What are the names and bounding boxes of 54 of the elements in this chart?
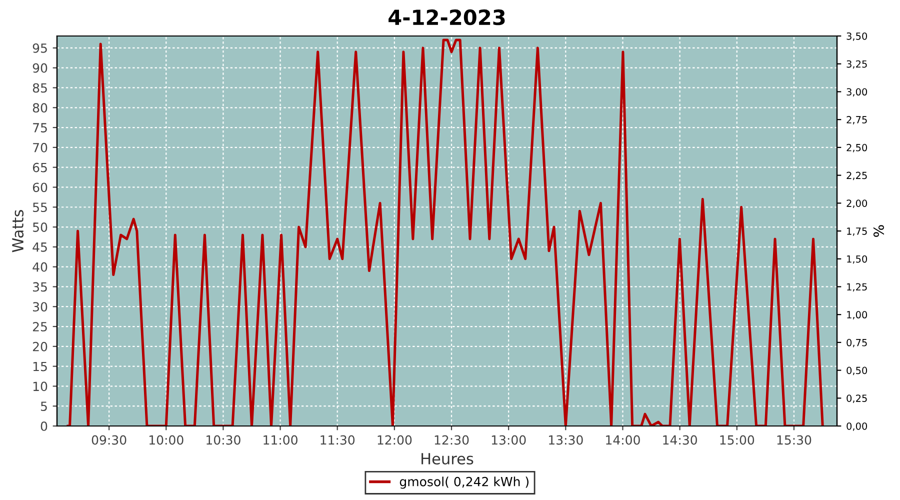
x-tick-label: 13:30 — [549, 435, 583, 445]
legend-label: gmosol( 0,242 kWh ) — [400, 476, 528, 489]
y2-tick-label: 3,00 — [846, 88, 868, 97]
y2-tick-label: 1,00 — [847, 311, 868, 320]
y-tick-label: 70 — [33, 142, 48, 152]
y2-tick-label: 1,75 — [847, 228, 867, 236]
y2-tick-label: 2,25 — [846, 172, 867, 180]
y-tick-label: 45 — [32, 242, 47, 252]
y2-tick-label: 0,00 — [846, 422, 868, 431]
x-tick-label: 15:00 — [720, 435, 754, 445]
y2-tick-label: 1,50 — [847, 255, 868, 264]
y2-tick-label: 0,25 — [846, 394, 867, 403]
y2-tick-label: 3,50 — [846, 32, 868, 41]
y-tick-label: 40 — [32, 262, 48, 272]
x-tick-label: 14:00 — [606, 435, 640, 445]
y-tick-label: 50 — [33, 222, 48, 232]
y-tick-label: 85 — [32, 83, 47, 93]
y2-tick-label: 1,25 — [847, 283, 867, 292]
y2-tick-label: 2,50 — [846, 144, 868, 152]
x-tick-label: 15:30 — [777, 435, 812, 445]
chart-title: 4-12-2023 — [388, 9, 505, 26]
x-tick-label: 10:30 — [206, 435, 240, 445]
y-tick-label: 25 — [32, 322, 47, 332]
y-tick-label: 90 — [32, 63, 48, 73]
x-tick-label: 09:30 — [92, 435, 126, 445]
x-tick-label: 12:30 — [434, 435, 469, 445]
y2-tick-label: 2,00 — [846, 200, 868, 208]
y-tick-label: 60 — [32, 182, 48, 192]
y-tick-label: 80 — [32, 103, 48, 113]
y-tick-label: 30 — [33, 302, 48, 312]
y2-axis-title: % — [873, 225, 884, 237]
y-tick-label: 65 — [32, 162, 47, 172]
y-tick-label: 0 — [40, 421, 48, 431]
y-tick-label: 15 — [33, 362, 47, 372]
y-tick-label: 75 — [33, 123, 47, 132]
y-tick-label: 35 — [33, 282, 47, 292]
x-tick-label: 11:30 — [320, 435, 355, 445]
x-axis-title: Heures — [422, 453, 474, 465]
line-series — [66, 38, 824, 426]
y2-tick-label: 0,75 — [846, 338, 867, 348]
y2-tick-label: 2,75 — [846, 116, 867, 124]
y-tick-label: 95 — [32, 43, 47, 53]
x-tick-label: 10:00 — [149, 435, 184, 445]
x-tick-label: 12:00 — [378, 435, 412, 445]
y-tick-label: 20 — [32, 342, 48, 352]
y-tick-label: 5 — [40, 402, 47, 412]
x-tick-label: 14:30 — [663, 435, 697, 445]
y-tick-label: 10 — [33, 382, 48, 392]
y-axis-title: Watts — [12, 210, 24, 252]
x-tick-label: 11:00 — [264, 435, 298, 445]
y2-tick-label: 3,25 — [846, 60, 867, 69]
y-tick-label: 55 — [33, 202, 47, 212]
x-tick-label: 13:00 — [492, 435, 526, 445]
y2-tick-label: 0,50 — [846, 366, 868, 376]
